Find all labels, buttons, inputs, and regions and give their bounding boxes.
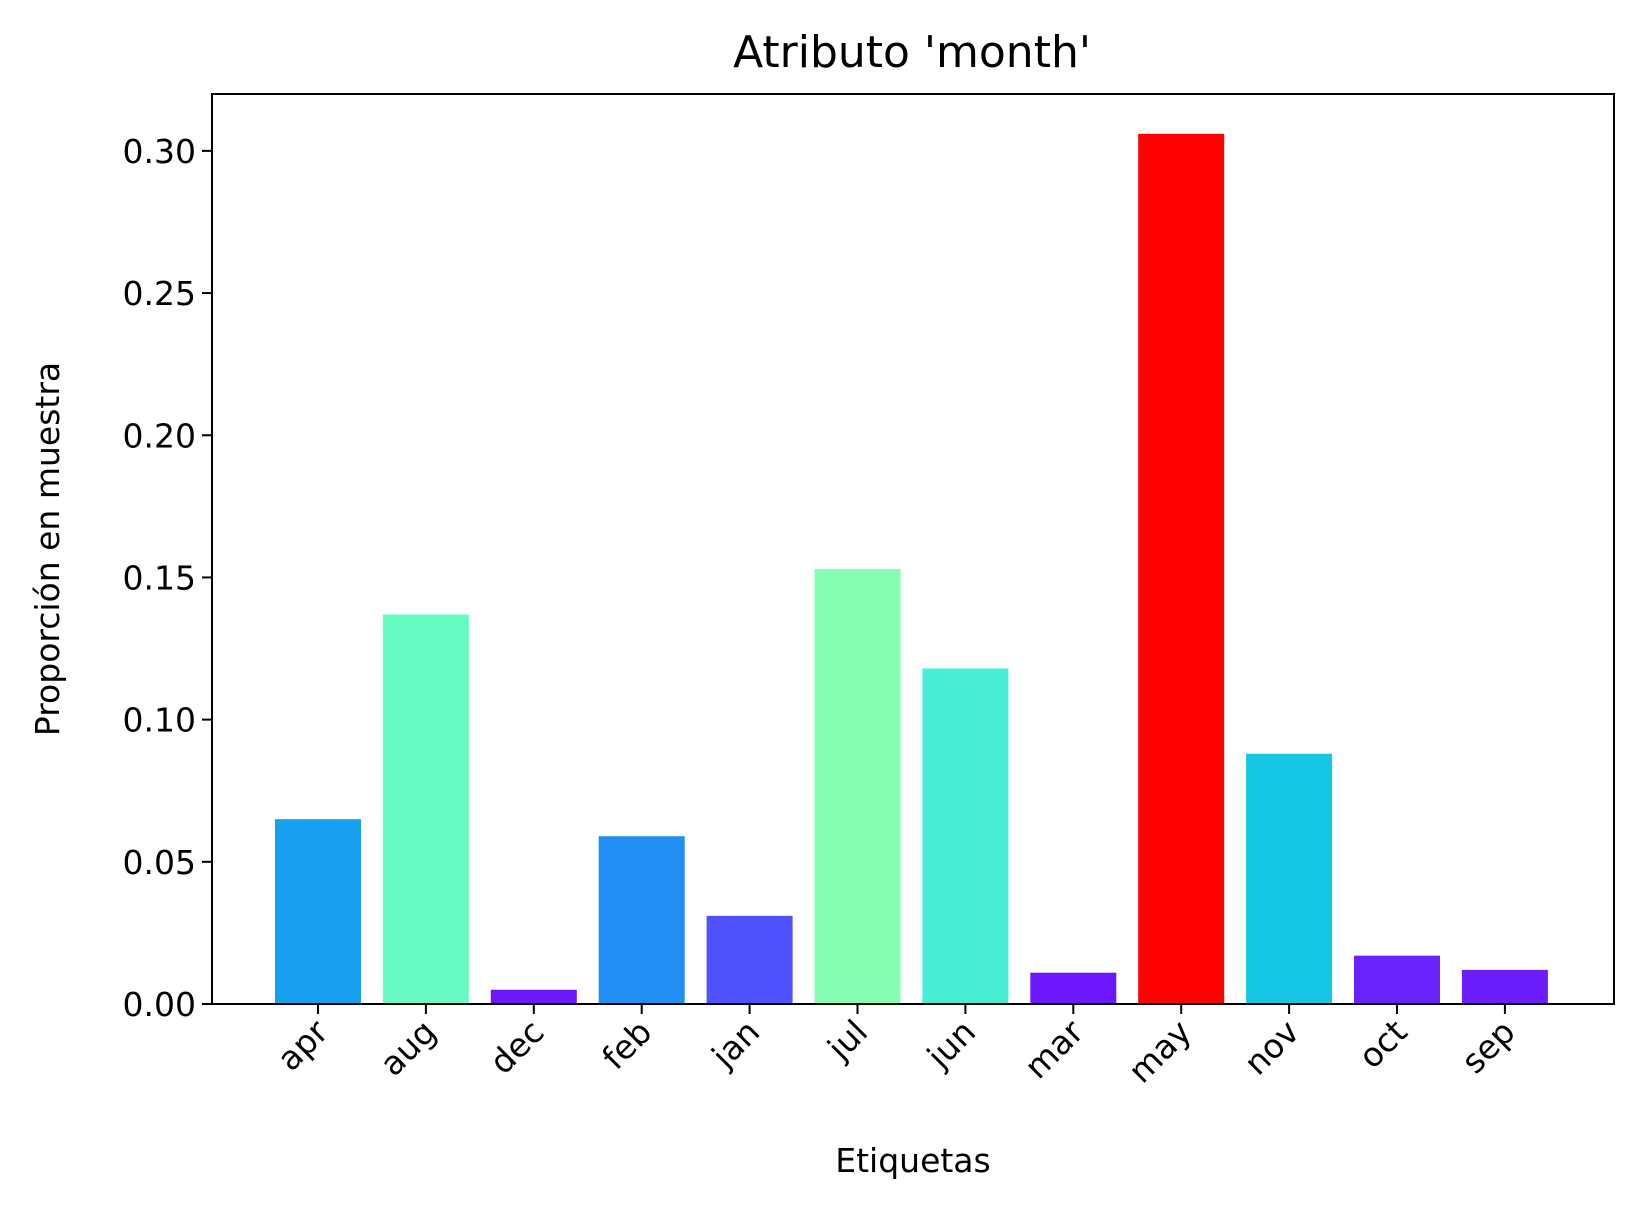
bar-nov <box>1246 753 1333 1004</box>
x-axis-label: Etiquetas <box>835 1141 990 1180</box>
x-tick-label: mar <box>1017 1012 1092 1087</box>
bar-sep <box>1461 969 1548 1004</box>
x-tick-label: feb <box>594 1012 659 1077</box>
bar-apr <box>275 819 361 1004</box>
bar-feb <box>598 836 685 1004</box>
bar-mar <box>1030 972 1117 1004</box>
x-tick-label: nov <box>1236 1012 1306 1082</box>
x-tick-label: may <box>1120 1012 1198 1090</box>
y-tick-label: 0.00 <box>123 985 196 1024</box>
x-tick-label: oct <box>1351 1012 1415 1076</box>
x-tick-label: jun <box>919 1012 983 1076</box>
bars-group <box>275 133 1548 1004</box>
y-axis-label: Proporción en muestra <box>28 362 67 736</box>
chart-title: Atributo 'month' <box>733 27 1091 78</box>
y-tick-label: 0.20 <box>123 416 196 455</box>
plot-frame <box>211 93 1615 1005</box>
y-tick-label: 0.25 <box>123 274 196 313</box>
x-tick-label: aug <box>372 1012 443 1083</box>
bar-aug <box>382 614 469 1004</box>
x-tick-label: apr <box>269 1012 336 1079</box>
y-tick-label: 0.05 <box>123 843 196 882</box>
bar-jul <box>814 568 901 1004</box>
y-tick-label: 0.30 <box>123 132 196 171</box>
bar-may <box>1138 133 1225 1004</box>
y-axis-ticks: 0.00 0.05 0.10 0.15 0.20 0.25 0.30 <box>123 132 212 1024</box>
bar-jan <box>706 915 793 1004</box>
x-tick-label: jan <box>703 1012 767 1076</box>
x-tick-label: jul <box>819 1012 875 1068</box>
bar-jun <box>922 668 1009 1004</box>
x-tick-label: sep <box>1454 1012 1523 1081</box>
x-axis-ticks: apr aug dec feb jan jul jun mar may nov oct sep <box>269 1004 1523 1091</box>
bar-dec <box>490 989 577 1004</box>
y-tick-label: 0.10 <box>123 701 196 740</box>
bar-oct <box>1354 955 1440 1004</box>
y-tick-label: 0.15 <box>123 558 196 597</box>
x-tick-label: dec <box>482 1012 552 1082</box>
